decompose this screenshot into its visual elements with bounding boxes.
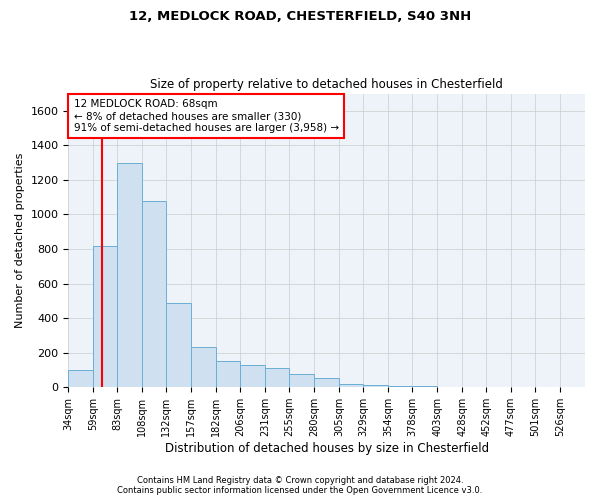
Bar [412, 386, 437, 387]
Bar [437, 386, 462, 387]
Bar [265, 368, 289, 387]
Bar [363, 386, 388, 387]
Title: Size of property relative to detached houses in Chesterfield: Size of property relative to detached ho… [150, 78, 503, 91]
Bar [314, 378, 339, 387]
Text: 12 MEDLOCK ROAD: 68sqm
← 8% of detached houses are smaller (330)
91% of semi-det: 12 MEDLOCK ROAD: 68sqm ← 8% of detached … [74, 100, 338, 132]
Bar [68, 370, 94, 387]
X-axis label: Distribution of detached houses by size in Chesterfield: Distribution of detached houses by size … [164, 442, 489, 455]
Bar [166, 302, 191, 387]
Bar [118, 162, 142, 387]
Bar [289, 374, 314, 387]
Text: Contains HM Land Registry data © Crown copyright and database right 2024.
Contai: Contains HM Land Registry data © Crown c… [118, 476, 482, 495]
Text: 12, MEDLOCK ROAD, CHESTERFIELD, S40 3NH: 12, MEDLOCK ROAD, CHESTERFIELD, S40 3NH [129, 10, 471, 23]
Bar [142, 200, 166, 387]
Bar [216, 362, 240, 387]
Bar [388, 386, 412, 387]
Bar [191, 348, 216, 387]
Bar [339, 384, 363, 387]
Y-axis label: Number of detached properties: Number of detached properties [15, 152, 25, 328]
Bar [94, 246, 118, 387]
Bar [240, 365, 265, 387]
